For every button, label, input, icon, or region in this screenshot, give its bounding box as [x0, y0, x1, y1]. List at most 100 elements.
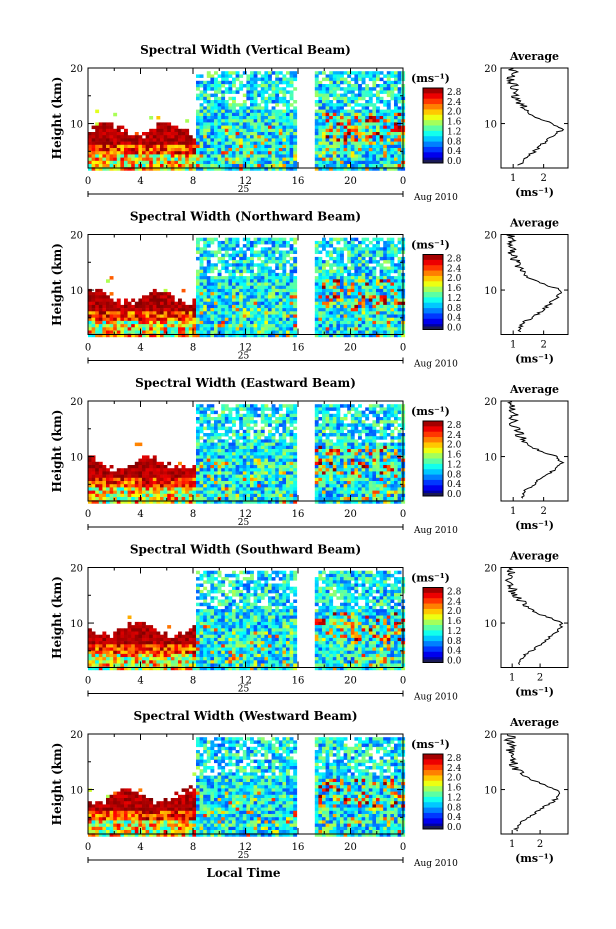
- heatmap-cell: [282, 279, 287, 283]
- heatmap-cell: [275, 87, 280, 91]
- heatmap-cell: [372, 122, 377, 126]
- heatmap-cell: [336, 128, 341, 133]
- heatmap-cell: [221, 417, 226, 421]
- heatmap-cell: [109, 497, 114, 501]
- heatmap-cell: [91, 141, 96, 146]
- heatmap-cell: [397, 237, 402, 242]
- heatmap-cell: [210, 465, 215, 469]
- heatmap-cell: [264, 240, 269, 245]
- heatmap-cell: [242, 320, 247, 325]
- heatmap-cell: [246, 417, 251, 421]
- heatmap-cell: [365, 282, 370, 286]
- heatmap-cell: [134, 324, 139, 328]
- heatmap-cell: [242, 308, 247, 312]
- heatmap-cell: [232, 263, 236, 267]
- heatmap-cell: [235, 436, 240, 440]
- heatmap-cell: [192, 500, 197, 504]
- heatmap-cell: [314, 292, 319, 296]
- heatmap-cell: [372, 138, 377, 142]
- heatmap-cell: [242, 484, 247, 488]
- heatmap-cell: [394, 74, 398, 78]
- heatmap-cell: [196, 465, 200, 469]
- heatmap-cell: [268, 260, 272, 264]
- heatmap-cell: [206, 266, 211, 270]
- heatmap-cell: [365, 138, 370, 142]
- heatmap-cell: [275, 112, 280, 117]
- heatmap-cell: [98, 465, 103, 469]
- heatmap-cell: [250, 490, 254, 495]
- heatmap-cell: [116, 138, 121, 142]
- heatmap-cell: [156, 468, 161, 472]
- heatmap-cell: [221, 298, 226, 302]
- heatmap-cell: [116, 500, 121, 504]
- heatmap-cell: [199, 484, 204, 488]
- heatmap-cell: [142, 144, 146, 149]
- heatmap-cell: [120, 160, 125, 165]
- heatmap-cell: [332, 128, 337, 133]
- heatmap-cell: [397, 125, 402, 130]
- heatmap-cell: [167, 301, 172, 306]
- heatmap-cell: [214, 449, 218, 453]
- heatmap-cell: [275, 96, 280, 101]
- heatmap-cell: [286, 106, 290, 110]
- heatmap-cell: [232, 269, 236, 274]
- heatmap-cell: [253, 71, 258, 75]
- heatmap-cell: [268, 100, 272, 104]
- heatmap-cell: [275, 407, 280, 411]
- heatmap-cell: [98, 317, 103, 322]
- heatmap-cell: [221, 426, 226, 431]
- heatmap-cell: [354, 132, 359, 136]
- heatmap-cell: [343, 308, 348, 312]
- heatmap-cell: [361, 269, 366, 274]
- heatmap-cell: [221, 455, 226, 459]
- heatmap-cell: [397, 154, 402, 158]
- heatmap-cell: [224, 160, 229, 165]
- heatmap-cell: [149, 497, 154, 501]
- heatmap-cell: [221, 442, 226, 447]
- heatmap-cell: [199, 116, 204, 120]
- heatmap-cell: [268, 160, 272, 165]
- heatmap-cell: [124, 314, 128, 318]
- heatmap-cell: [124, 135, 128, 139]
- heatmap-cell: [343, 167, 348, 171]
- heatmap-cell: [390, 71, 395, 75]
- heatmap-cell: [343, 71, 348, 75]
- heatmap-cell: [379, 276, 384, 280]
- heatmap-cell: [286, 250, 290, 254]
- heatmap-cell: [235, 413, 240, 418]
- heatmap-cell: [167, 125, 172, 130]
- heatmap-cell: [156, 160, 161, 165]
- beam-panel-2: Spectral Width (Eastward Beam)1020Height…: [50, 376, 569, 536]
- avg-x-label: (ms⁻¹): [515, 353, 554, 366]
- heatmap-cell: [246, 426, 251, 431]
- heatmap-cell: [332, 164, 337, 168]
- heatmap-cell: [325, 144, 330, 149]
- heatmap-cell: [124, 160, 128, 165]
- heatmap-cell: [376, 122, 380, 126]
- heatmap-cell: [350, 320, 355, 325]
- heatmap-cell: [145, 314, 150, 318]
- heatmap-cell: [98, 151, 103, 155]
- heatmap-cell: [239, 330, 244, 334]
- heatmap-cell: [322, 276, 326, 280]
- heatmap-cell: [221, 266, 226, 270]
- heatmap-cell: [365, 279, 370, 283]
- heatmap-cell: [286, 279, 290, 283]
- heatmap-cell: [278, 109, 283, 114]
- heatmap-cell: [232, 77, 236, 82]
- heatmap-cell: [343, 298, 348, 302]
- heatmap-cell: [196, 141, 200, 146]
- heatmap-cell: [142, 484, 146, 488]
- heatmap-cell: [109, 500, 114, 504]
- heatmap-cell: [113, 327, 118, 331]
- heatmap-cell: [340, 276, 344, 280]
- heatmap-cell: [386, 87, 391, 91]
- heatmap-cell: [102, 474, 107, 479]
- heatmap-cell: [174, 311, 179, 315]
- heatmap-cell: [318, 144, 323, 149]
- heatmap-cell: [88, 317, 92, 322]
- heatmap-cell: [145, 461, 150, 466]
- heatmap-cell: [314, 74, 319, 78]
- heatmap-cell: [260, 112, 265, 117]
- heatmap-cell: [336, 324, 341, 328]
